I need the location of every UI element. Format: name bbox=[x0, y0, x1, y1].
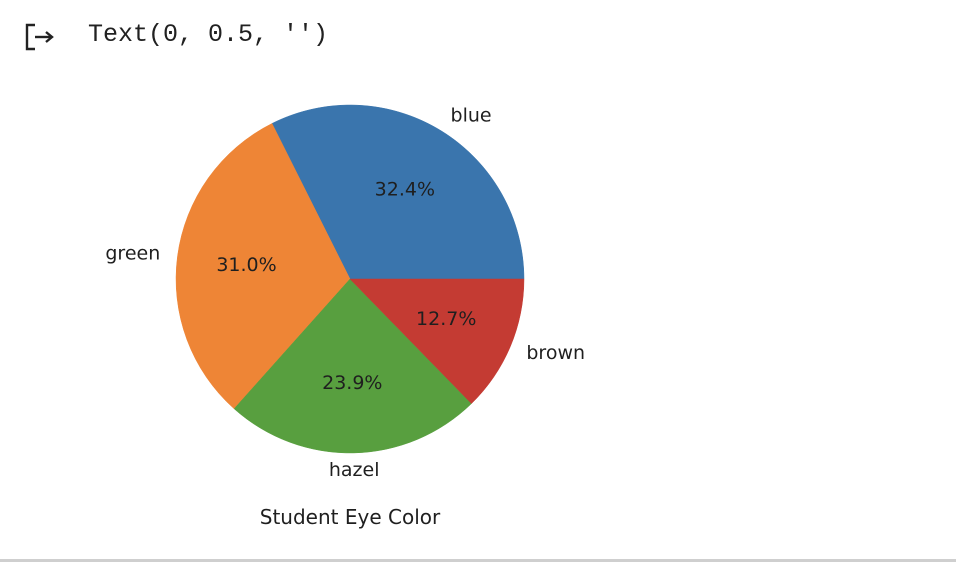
category-label-green: green bbox=[105, 242, 160, 264]
cell-output-text: Text(0, 0.5, '') bbox=[88, 20, 329, 49]
category-labels: blue green hazel brown bbox=[105, 105, 585, 481]
category-label-brown: brown bbox=[526, 342, 585, 364]
x-axis-label: Student Eye Color bbox=[260, 505, 441, 529]
output-arrow-icon bbox=[25, 23, 54, 51]
percent-label-green: 31.0% bbox=[216, 254, 276, 276]
percent-label-brown: 12.7% bbox=[416, 308, 476, 330]
category-label-hazel: hazel bbox=[329, 459, 380, 481]
pie-slice-green bbox=[175, 123, 351, 410]
cell-divider bbox=[0, 559, 956, 562]
percent-labels: 32.4% 31.0% 23.9% 12.7% bbox=[216, 179, 476, 394]
pie-slice-brown bbox=[349, 278, 525, 404]
percent-label-hazel: 23.9% bbox=[322, 372, 382, 394]
pie-slice-hazel bbox=[233, 278, 472, 454]
pie-slices bbox=[175, 104, 525, 454]
category-label-blue: blue bbox=[451, 105, 492, 127]
pie-slice-blue bbox=[271, 104, 525, 280]
percent-label-blue: 32.4% bbox=[375, 179, 435, 201]
